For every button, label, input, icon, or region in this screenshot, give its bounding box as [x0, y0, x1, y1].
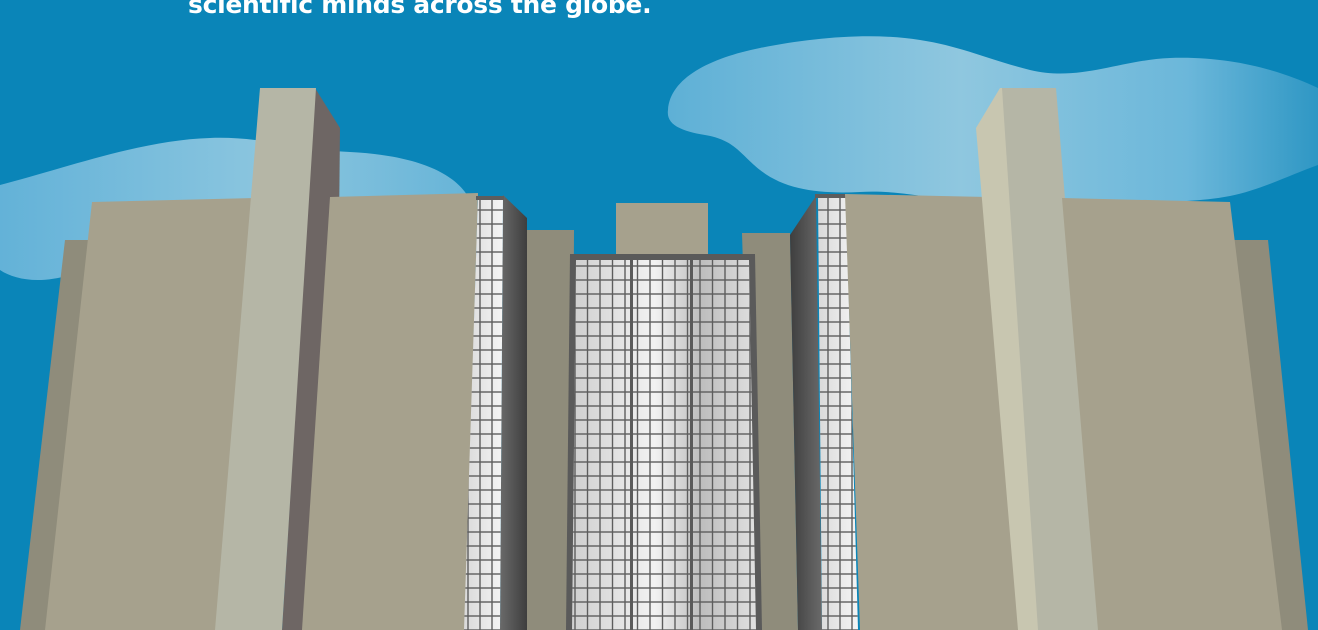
- building-left-glass-cap: [476, 196, 504, 200]
- building-left-small: [527, 230, 574, 630]
- building-left-outer: [45, 198, 255, 630]
- building-right-tower-light: [976, 88, 1040, 630]
- building-right-glass-cap: [815, 194, 847, 198]
- building-left-glass-grid: [464, 196, 503, 630]
- building-right-tower: [1002, 88, 1100, 630]
- building-center-glass-grid: [572, 260, 756, 630]
- caption-line-1: scientific minds across the globe.: [188, 0, 652, 19]
- building-center-back: [616, 203, 708, 259]
- building-left-tower: [215, 88, 316, 630]
- building-left-mid: [302, 193, 478, 630]
- building-right-glass-grid: [818, 196, 858, 630]
- building-center-mullion-2: [690, 260, 693, 630]
- building-left-glass-side: [500, 195, 527, 630]
- caption-text: scientific minds across the globe.: [188, 0, 652, 22]
- building-right-glass-side: [790, 196, 822, 630]
- building-right-mid: [845, 194, 1022, 630]
- building-center-mullion-1: [630, 260, 633, 630]
- building-right-outer: [1062, 198, 1282, 630]
